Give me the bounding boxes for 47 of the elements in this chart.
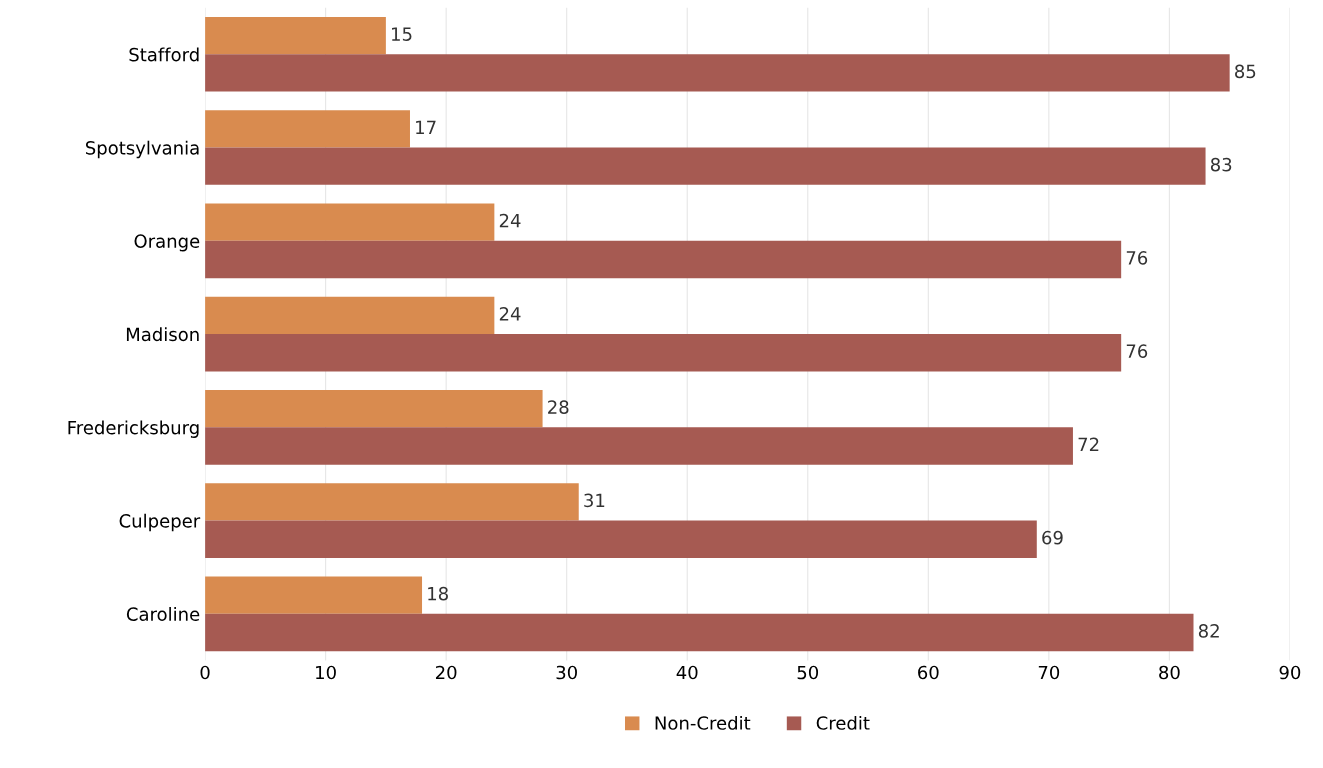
bar [205, 334, 1122, 372]
x-tick-label: 20 [435, 665, 457, 680]
data-label: 69 [1042, 530, 1063, 545]
y-tick-label: Orange [134, 234, 200, 252]
y-tick-label: Fredericksburg [68, 420, 199, 438]
bar [205, 427, 1073, 465]
data-label: 24 [499, 307, 521, 321]
data-label: 15 [392, 27, 412, 41]
x-tick-label: 30 [556, 665, 577, 680]
data-label: 72 [1078, 437, 1099, 451]
data-label: 85 [1235, 64, 1256, 79]
x-tick-label: 50 [797, 665, 819, 680]
data-label: 83 [1210, 157, 1232, 172]
x-tick-label: 40 [676, 665, 698, 680]
legend-label: Non-Credit [655, 715, 751, 730]
data-label: 82 [1198, 624, 1219, 638]
bar [205, 520, 1037, 558]
bar [205, 110, 410, 148]
bar [205, 576, 423, 614]
bar [205, 203, 495, 241]
data-label: 76 [1126, 344, 1148, 358]
data-label: 18 [428, 586, 448, 601]
bar [205, 17, 386, 55]
x-tick-label: 10 [316, 665, 336, 680]
x-tick-label: 80 [1159, 665, 1180, 680]
y-tick-label: Madison [126, 327, 199, 342]
x-tick-label: 90 [1279, 665, 1301, 680]
bar [205, 147, 1206, 185]
x-tick-label: 70 [1038, 665, 1060, 680]
y-tick-label: Caroline [126, 606, 200, 621]
bar [205, 613, 1194, 652]
bar [205, 240, 1122, 279]
bar [205, 54, 1230, 92]
bar [205, 483, 579, 521]
data-label: 28 [548, 400, 569, 414]
y-tick-label: Stafford [129, 47, 199, 62]
x-tick-label: 60 [918, 665, 939, 680]
legend-label: Credit [816, 715, 870, 730]
data-label: 17 [416, 120, 436, 134]
data-label: 31 [584, 493, 605, 508]
data-label: 76 [1126, 251, 1148, 265]
y-tick-label: Culpeper [119, 513, 201, 532]
data-label: 24 [499, 213, 521, 228]
x-tick-label: 0 [200, 665, 210, 680]
bar [205, 390, 543, 428]
bar [205, 296, 495, 335]
y-tick-label: Spotsylvania [85, 140, 199, 159]
